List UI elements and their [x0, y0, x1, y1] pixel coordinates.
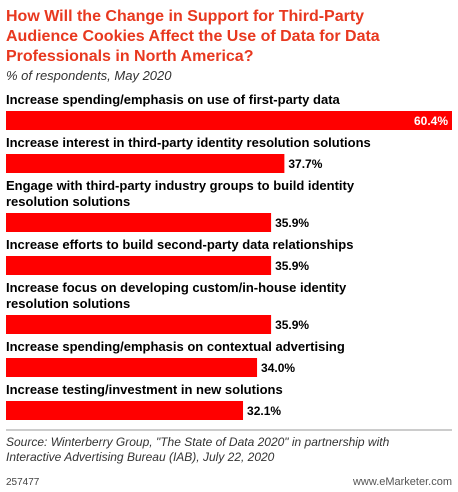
category-label: Increase efforts to build second-party d… [6, 237, 353, 252]
bar [6, 401, 244, 420]
bar-row: Increase interest in third-party identit… [6, 135, 371, 173]
bar [6, 256, 272, 275]
source-line: Interactive Advertising Bureau (IAB), Ju… [6, 450, 275, 464]
chart-title-line: Professionals in North America? [6, 48, 253, 65]
source-line: Source: Winterberry Group, "The State of… [6, 435, 390, 449]
bar [6, 358, 258, 377]
category-label: Increase testing/investment in new solut… [6, 382, 283, 397]
category-label: resolution solutions [6, 194, 130, 209]
chart-title-line: How Will the Change in Support for Third… [6, 8, 364, 25]
value-label: 32.1% [247, 404, 281, 418]
bar-row: Increase testing/investment in new solut… [6, 382, 283, 420]
bar-row: Increase spending/emphasis on contextual… [6, 339, 345, 377]
value-label: 37.7% [288, 157, 322, 171]
value-label: 34.0% [261, 361, 295, 375]
chart-title: How Will the Change in Support for Third… [6, 8, 380, 65]
bar-row: Increase spending/emphasis on use of fir… [6, 92, 452, 130]
category-label: resolution solutions [6, 296, 130, 311]
bars: Increase spending/emphasis on use of fir… [6, 92, 452, 420]
category-label: Increase spending/emphasis on contextual… [6, 339, 345, 354]
value-label: 35.9% [275, 216, 309, 230]
category-label: Increase spending/emphasis on use of fir… [6, 92, 341, 107]
bar-row: Increase efforts to build second-party d… [6, 237, 353, 275]
chart-title-line: Audience Cookies Affect the Use of Data … [6, 28, 380, 45]
bar [6, 315, 272, 334]
bar [6, 154, 285, 173]
bar [6, 213, 272, 232]
footer-brand: www.eMarketer.com [352, 476, 452, 488]
value-label: 60.4% [414, 114, 448, 128]
category-label: Engage with third-party industry groups … [6, 178, 355, 193]
category-label: Increase interest in third-party identit… [6, 135, 371, 150]
bar-row: Increase focus on developing custom/in-h… [6, 280, 347, 334]
chart-id: 257477 [6, 477, 40, 488]
bar-row: Engage with third-party industry groups … [6, 178, 355, 232]
bar [6, 111, 452, 130]
value-label: 35.9% [275, 259, 309, 273]
source-note: Source: Winterberry Group, "The State of… [6, 435, 390, 464]
category-label: Increase focus on developing custom/in-h… [6, 280, 347, 295]
value-label: 35.9% [275, 318, 309, 332]
chart-subtitle: % of respondents, May 2020 [6, 68, 172, 83]
